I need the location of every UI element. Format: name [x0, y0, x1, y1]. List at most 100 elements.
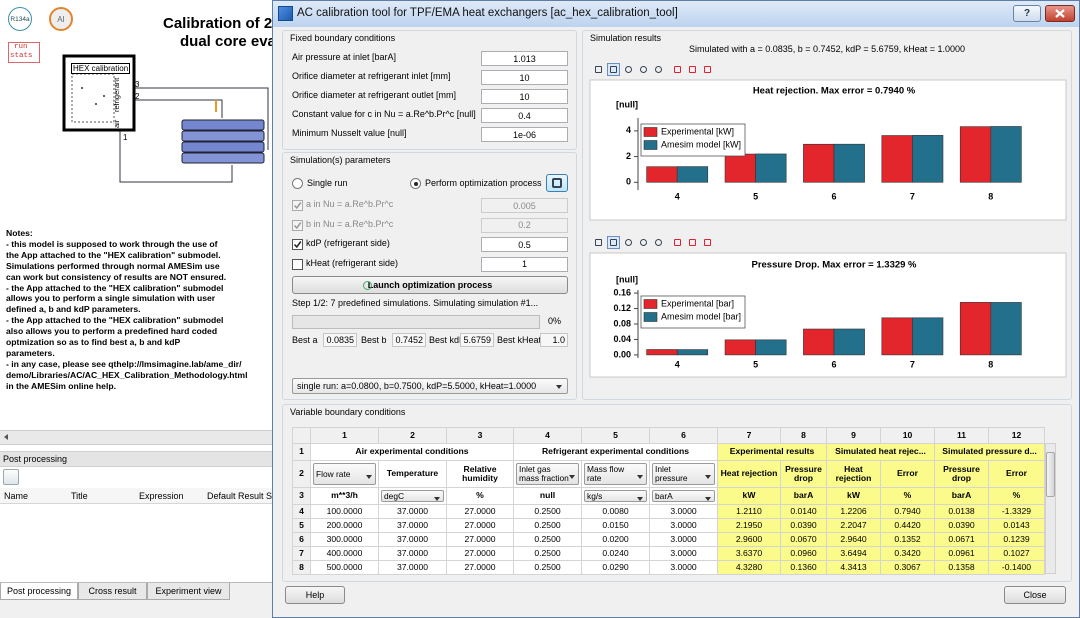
- table-cell[interactable]: 0.0200: [581, 532, 650, 547]
- table-combobox[interactable]: barA: [652, 490, 715, 502]
- table-cell[interactable]: 37.0000: [378, 504, 447, 519]
- text-input[interactable]: 0.2: [481, 217, 568, 233]
- table-cell[interactable]: 37.0000: [378, 532, 447, 547]
- radio[interactable]: [292, 178, 303, 189]
- table-cell[interactable]: 27.0000: [446, 546, 514, 561]
- table-cell[interactable]: 3.0000: [649, 546, 718, 561]
- table-cell[interactable]: 0.0960: [780, 546, 827, 561]
- table-cell[interactable]: 0.0671: [934, 532, 989, 547]
- table-cell[interactable]: 0.1239: [988, 532, 1045, 547]
- table-cell[interactable]: 2.2047: [826, 518, 881, 533]
- table-cell[interactable]: 100.0000: [310, 504, 379, 519]
- text-input[interactable]: 0.4: [481, 108, 568, 123]
- tab[interactable]: Post processing: [0, 583, 78, 600]
- table-cell[interactable]: 300.0000: [310, 532, 379, 547]
- table-cell[interactable]: 0.1358: [934, 560, 989, 575]
- table-cell[interactable]: 27.0000: [446, 518, 514, 533]
- text-input[interactable]: 0.005: [481, 198, 568, 213]
- table-cell[interactable]: 2.9600: [717, 532, 781, 547]
- run-select[interactable]: single run: a=0.0800, b=0.7500, kdP=5.50…: [292, 378, 568, 394]
- table-cell[interactable]: 0.1027: [988, 546, 1045, 561]
- text-input[interactable]: 10: [481, 89, 568, 104]
- text-input[interactable]: 1: [481, 256, 568, 272]
- table-cell[interactable]: 0.7940: [880, 504, 935, 519]
- table-cell[interactable]: 0.0140: [780, 504, 827, 519]
- table-cell[interactable]: 0.3067: [880, 560, 935, 575]
- table-cell[interactable]: 27.0000: [446, 560, 514, 575]
- table-cell[interactable]: 0.4420: [880, 518, 935, 533]
- table-cell[interactable]: 4.3280: [717, 560, 781, 575]
- table-cell[interactable]: 0.2500: [513, 504, 582, 519]
- table-cell: Experimental results: [717, 443, 827, 461]
- table-cell[interactable]: 0.0961: [934, 546, 989, 561]
- table-cell[interactable]: 0.2500: [513, 546, 582, 561]
- table-cell[interactable]: 3.0000: [649, 532, 718, 547]
- table-cell[interactable]: 3.0000: [649, 504, 718, 519]
- table-cell[interactable]: 3.0000: [649, 518, 718, 533]
- table-cell[interactable]: 0.0240: [581, 546, 650, 561]
- table-cell[interactable]: 0.2500: [513, 518, 582, 533]
- toolbar-button[interactable]: [3, 469, 19, 485]
- table-cell[interactable]: 0.0290: [581, 560, 650, 575]
- table-combobox[interactable]: Inlet gas mass fraction: [516, 463, 579, 485]
- text-input[interactable]: 0.5: [481, 237, 568, 252]
- table-cell[interactable]: 200.0000: [310, 518, 379, 533]
- table-cell[interactable]: 0.0670: [780, 532, 827, 547]
- table-cell[interactable]: 37.0000: [378, 560, 447, 575]
- tab[interactable]: Cross result: [78, 583, 147, 600]
- scroll-thumb[interactable]: [1046, 452, 1055, 497]
- radio[interactable]: [410, 178, 421, 189]
- table-cell[interactable]: 3.0000: [649, 560, 718, 575]
- table-combobox[interactable]: Inlet pressure: [652, 463, 715, 485]
- table-cell[interactable]: 1.2206: [826, 504, 881, 519]
- table-cell[interactable]: 0.0150: [581, 518, 650, 533]
- table-cell[interactable]: 0.1360: [780, 560, 827, 575]
- checkbox[interactable]: [292, 239, 303, 250]
- chart-tool-glyph: [674, 66, 681, 73]
- table-cell[interactable]: 3.6370: [717, 546, 781, 561]
- table-cell[interactable]: 0.0390: [780, 518, 827, 533]
- table-cell[interactable]: 2.1950: [717, 518, 781, 533]
- table-cell[interactable]: 0.2500: [513, 532, 582, 547]
- table-cell[interactable]: 0.1352: [880, 532, 935, 547]
- dialog-button[interactable]: Close: [1004, 586, 1066, 604]
- table-cell[interactable]: 1.2110: [717, 504, 781, 519]
- table-cell[interactable]: 0.0138: [934, 504, 989, 519]
- text-input[interactable]: 10: [481, 70, 568, 85]
- table-combobox[interactable]: Mass flow rate: [584, 463, 647, 485]
- table-cell[interactable]: 27.0000: [446, 504, 514, 519]
- table-combobox[interactable]: Flow rate: [313, 463, 376, 485]
- table-cell[interactable]: 2.9640: [826, 532, 881, 547]
- table-cell[interactable]: 0.0390: [934, 518, 989, 533]
- text-input[interactable]: 1e-06: [481, 127, 568, 142]
- component-side-label: air: [112, 119, 121, 128]
- note-line: can work but consistency of results are …: [6, 271, 227, 282]
- icon-button[interactable]: [546, 174, 568, 192]
- table-cell[interactable]: 4.3413: [826, 560, 881, 575]
- tab[interactable]: Experiment view: [147, 583, 230, 600]
- table-cell[interactable]: 400.0000: [310, 546, 379, 561]
- table-combobox[interactable]: degC: [381, 490, 444, 502]
- launch-button[interactable]: Launch optimization process: [292, 276, 568, 294]
- table-cell[interactable]: 3.6494: [826, 546, 881, 561]
- table-cell[interactable]: 27.0000: [446, 532, 514, 547]
- dialog-button[interactable]: Help: [285, 586, 345, 604]
- scroll-arrow[interactable]: [4, 434, 8, 440]
- run-stats: stats: [10, 52, 33, 60]
- chart-tool-glyph: [674, 239, 681, 246]
- table-cell[interactable]: 0.3420: [880, 546, 935, 561]
- table-cell[interactable]: 0.0080: [581, 504, 650, 519]
- table-combobox[interactable]: kg/s: [584, 490, 647, 502]
- table-cell[interactable]: 37.0000: [378, 518, 447, 533]
- close-button[interactable]: [1045, 5, 1075, 22]
- group-title: Simulation(s) parameters: [290, 155, 391, 165]
- table-cell[interactable]: -0.1400: [988, 560, 1045, 575]
- text-input[interactable]: 1.013: [481, 51, 568, 66]
- table-cell[interactable]: -1.3329: [988, 504, 1045, 519]
- table-cell[interactable]: 500.0000: [310, 560, 379, 575]
- help-button[interactable]: ?: [1013, 5, 1041, 22]
- table-cell[interactable]: 37.0000: [378, 546, 447, 561]
- checkbox[interactable]: [292, 258, 303, 270]
- table-cell[interactable]: 0.2500: [513, 560, 582, 575]
- table-cell[interactable]: 0.0143: [988, 518, 1045, 533]
